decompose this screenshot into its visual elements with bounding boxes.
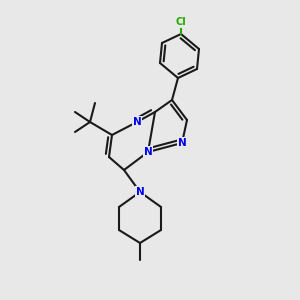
Text: N: N <box>133 117 141 127</box>
Text: N: N <box>178 138 186 148</box>
Text: Cl: Cl <box>176 17 186 27</box>
Text: N: N <box>136 187 144 197</box>
Text: N: N <box>144 147 152 157</box>
